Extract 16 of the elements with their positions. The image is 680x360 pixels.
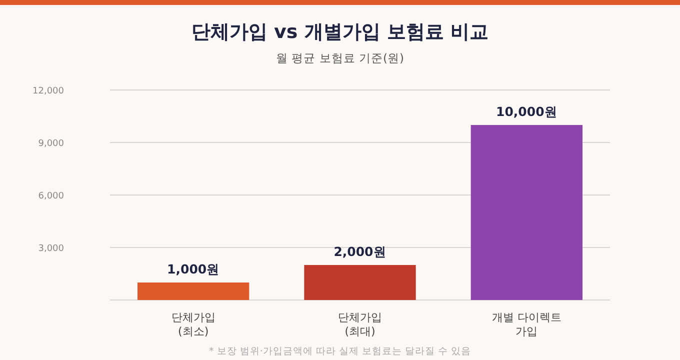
bar <box>138 282 250 300</box>
data-label: 1,000원 <box>167 262 220 276</box>
data-label: 10,000원 <box>496 104 558 119</box>
y-tick-label: 9,000 <box>38 139 64 149</box>
chart-subtitle: 월 평균 보험료 기준(원) <box>276 51 404 65</box>
bar <box>304 265 416 300</box>
y-tick-label: 6,000 <box>38 192 64 202</box>
x-tick-label: 단체가입 (최소) <box>171 311 216 338</box>
chart-title: 단체가입 vs 개별가입 보험료 비교 <box>191 21 489 43</box>
text: * 보장 범위·가입금액에 따라 실제 보험료는 달라질 수 있음 <box>209 346 471 357</box>
x-tick-label: 개별 다이렉트 가입 <box>492 311 562 338</box>
bar <box>470 125 582 300</box>
x-tick-label: 단체가입 (최대) <box>338 311 382 338</box>
data-label: 2,000원 <box>334 244 386 259</box>
y-tick-label: 3,000 <box>38 244 64 254</box>
y-tick-label: 12,000 <box>32 86 64 96</box>
